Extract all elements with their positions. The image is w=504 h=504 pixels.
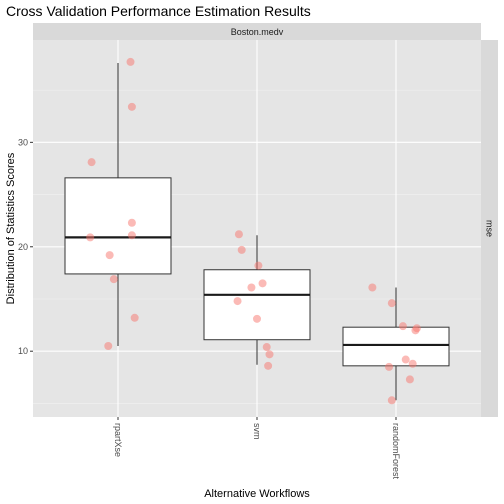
data-point xyxy=(109,275,118,284)
data-point xyxy=(104,341,113,350)
data-point xyxy=(387,396,396,405)
data-point xyxy=(401,355,410,364)
y-tick-label: 20 xyxy=(18,242,28,252)
whiskers xyxy=(117,62,397,401)
data-point xyxy=(130,313,139,322)
y-axis-title: Distribution of Statistics Scores xyxy=(5,152,17,304)
data-point xyxy=(387,299,396,308)
data-point xyxy=(126,57,135,66)
data-point xyxy=(254,261,263,270)
data-point xyxy=(127,231,136,240)
facet-label-top: Boston.medv xyxy=(231,27,284,37)
facet-strip-right xyxy=(481,40,498,417)
box-rpartXse xyxy=(64,177,172,275)
data-point xyxy=(408,359,417,368)
data-point xyxy=(237,245,246,254)
x-tick-label-svm: svm xyxy=(252,423,262,440)
x-tick-label-rpartXse: rpartXse xyxy=(113,423,123,457)
data-point xyxy=(234,230,243,239)
box-svm xyxy=(203,269,311,341)
facet-strip-top xyxy=(33,23,481,40)
data-point xyxy=(264,361,273,370)
data-point xyxy=(233,297,242,306)
data-point xyxy=(368,283,377,292)
data-point xyxy=(398,322,407,331)
data-point xyxy=(247,283,256,292)
box-randomForest xyxy=(342,326,450,367)
data-point xyxy=(105,251,114,260)
x-axis-ticks: rpartXse svm randomForest xyxy=(113,417,401,480)
data-point xyxy=(127,102,136,111)
y-tick-label: 10 xyxy=(18,346,28,356)
y-axis-ticks: 10 20 30 xyxy=(18,137,33,356)
data-point xyxy=(411,326,420,335)
data-point xyxy=(385,362,394,371)
data-point xyxy=(253,314,261,323)
data-point xyxy=(405,375,414,384)
data-point xyxy=(258,279,267,288)
data-point xyxy=(265,350,274,359)
data-point xyxy=(127,218,136,227)
y-tick-label: 30 xyxy=(18,137,28,147)
x-tick-label-randomForest: randomForest xyxy=(391,423,401,480)
data-point xyxy=(86,233,95,242)
data-point xyxy=(262,343,271,352)
points xyxy=(86,57,421,405)
x-axis-title: Alternative Workflows xyxy=(204,488,310,500)
facet-label-right: mse xyxy=(485,220,495,237)
boxes xyxy=(64,177,450,367)
data-point xyxy=(87,158,96,167)
chart-title: Cross Validation Performance Estimation … xyxy=(6,3,311,19)
